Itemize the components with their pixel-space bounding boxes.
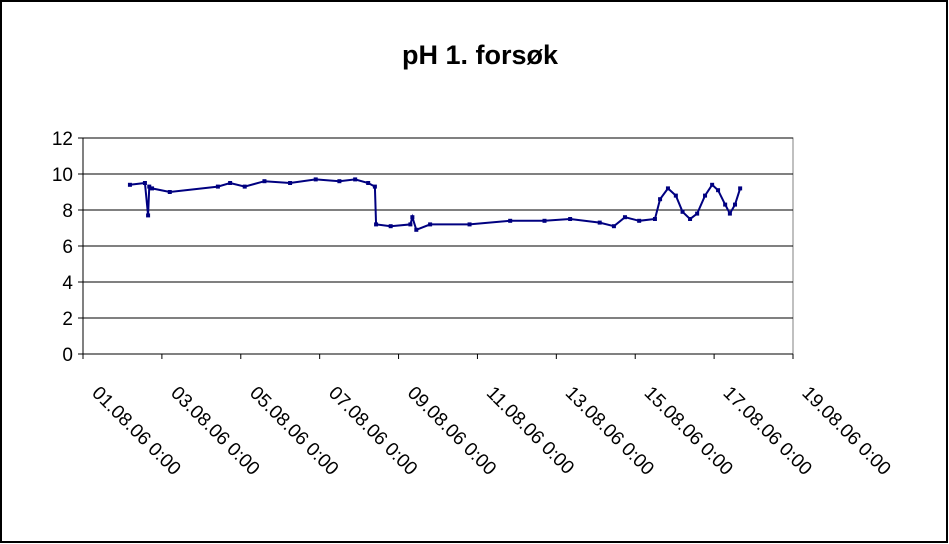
point-marker xyxy=(727,211,732,216)
point-marker xyxy=(542,218,547,223)
point-marker xyxy=(313,177,318,182)
y-tick-label: 2 xyxy=(62,309,73,330)
point-marker xyxy=(597,220,602,225)
point-marker xyxy=(414,227,419,232)
point-marker xyxy=(127,182,132,187)
point-marker xyxy=(228,181,233,185)
point-marker xyxy=(658,197,663,202)
point-marker xyxy=(262,179,267,184)
point-marker xyxy=(467,222,472,227)
point-marker xyxy=(353,177,358,182)
point-marker xyxy=(372,184,377,189)
point-marker xyxy=(611,224,616,229)
y-tick-label: 0 xyxy=(62,345,73,366)
point-marker xyxy=(215,184,220,189)
point-marker xyxy=(146,213,151,218)
point-marker xyxy=(142,181,147,185)
point-marker xyxy=(710,182,715,187)
point-marker xyxy=(637,218,642,223)
point-marker xyxy=(410,215,415,220)
point-marker xyxy=(167,190,172,194)
chart-title: pH 1. forsøk xyxy=(402,40,559,70)
point-marker xyxy=(688,217,693,221)
point-marker xyxy=(716,188,721,193)
point-marker xyxy=(366,181,371,185)
point-marker xyxy=(703,193,708,198)
point-marker xyxy=(665,186,670,191)
point-marker xyxy=(673,193,678,198)
point-marker xyxy=(622,215,627,220)
y-tick-label: 6 xyxy=(62,237,73,258)
y-tick-label: 12 xyxy=(52,129,73,150)
point-marker xyxy=(695,211,700,216)
point-marker xyxy=(568,217,573,221)
point-marker xyxy=(723,202,728,207)
point-marker xyxy=(652,217,657,221)
point-marker xyxy=(738,186,743,191)
point-marker xyxy=(733,202,738,207)
point-marker xyxy=(388,224,393,229)
point-marker xyxy=(408,222,413,227)
y-tick-label: 8 xyxy=(62,201,73,222)
point-marker xyxy=(428,222,433,227)
point-marker xyxy=(337,179,342,184)
point-marker xyxy=(242,184,247,189)
point-marker xyxy=(374,222,379,227)
y-tick-label: 4 xyxy=(62,273,73,294)
point-marker xyxy=(508,218,513,223)
y-tick-label: 10 xyxy=(52,165,73,186)
point-marker xyxy=(288,181,293,185)
point-marker xyxy=(147,184,152,189)
point-marker xyxy=(150,186,155,191)
point-marker xyxy=(680,209,685,214)
